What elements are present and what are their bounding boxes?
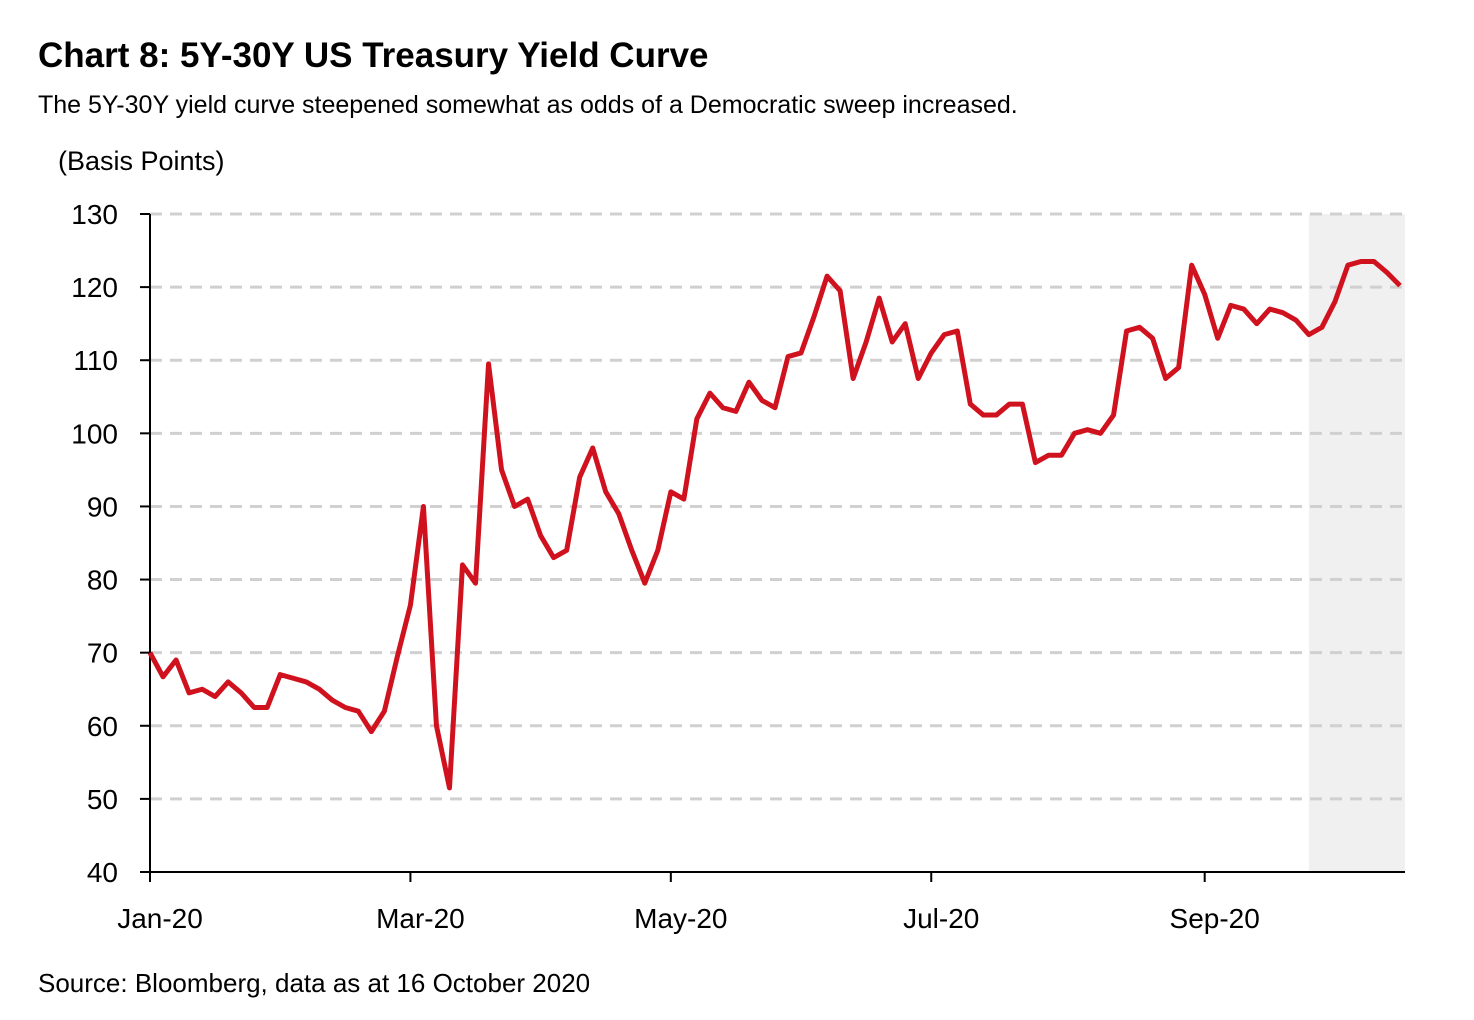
y-tick-label: 70 — [87, 638, 118, 669]
x-tick-label: Sep-20 — [1170, 903, 1260, 934]
x-tick-label: Jul-20 — [903, 903, 979, 934]
y-tick-label: 40 — [87, 857, 118, 888]
x-tick-label: May-20 — [634, 903, 727, 934]
y-tick-label: 90 — [87, 491, 118, 522]
y-tick-label: 120 — [71, 272, 118, 303]
y-tick-label: 110 — [73, 345, 118, 376]
y-tick-label: 100 — [71, 418, 118, 449]
y-tick-label: 50 — [87, 784, 118, 815]
y-tick-label: 80 — [87, 565, 118, 596]
shaded-period — [1308, 214, 1405, 872]
x-tick-label: Jan-20 — [117, 903, 203, 934]
source-note: Source: Bloomberg, data as at 16 October… — [38, 968, 590, 998]
chart-title: Chart 8: 5Y-30Y US Treasury Yield Curve — [38, 36, 709, 75]
series-line — [147, 259, 1402, 791]
x-tick-label: Mar-20 — [376, 903, 465, 934]
y-tick-label: 130 — [71, 199, 118, 230]
y-axis-label: (Basis Points) — [58, 146, 225, 176]
y-tick-label: 60 — [87, 711, 118, 742]
chart-subtitle: The 5Y-30Y yield curve steepened somewha… — [38, 91, 1018, 119]
